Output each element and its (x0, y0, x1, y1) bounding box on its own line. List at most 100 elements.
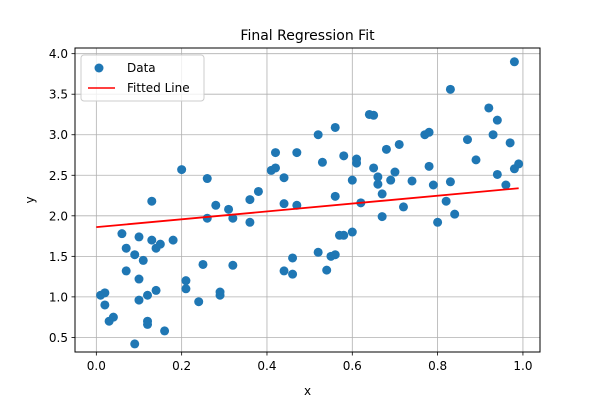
data-point (271, 163, 281, 173)
y-tick-label: 1.5 (49, 250, 68, 264)
fitted-line-layer (96, 187, 519, 229)
y-tick-label: 1.0 (49, 290, 68, 304)
data-point (330, 191, 340, 201)
data-point (369, 163, 379, 173)
data-point (100, 300, 110, 310)
data-point (224, 204, 234, 214)
x-tick-label: 0.0 (87, 359, 106, 373)
legend: Data Fitted Line (80, 54, 205, 102)
data-point (100, 288, 110, 298)
data-point (509, 57, 519, 67)
data-point (445, 177, 455, 187)
data-point (433, 217, 443, 227)
data-point (121, 243, 131, 253)
x-axis-ticks: 0.0 0.2 0.4 0.6 0.8 1.0 (87, 352, 532, 373)
data-point (143, 316, 153, 326)
y-tick-label: 2.5 (49, 169, 68, 183)
plot-frame (74, 47, 541, 353)
chart-title: Final Regression Fit (240, 28, 375, 44)
data-point (198, 259, 208, 269)
x-axis-label: x (304, 384, 311, 398)
x-tick-label: 0.8 (428, 359, 447, 373)
data-point (147, 235, 157, 245)
data-point (424, 161, 434, 171)
data-point (279, 173, 289, 183)
x-tick-label: 0.6 (343, 359, 362, 373)
data-point (121, 266, 131, 276)
data-point (181, 276, 191, 286)
data-point (245, 195, 255, 205)
data-point (228, 260, 238, 270)
data-point (471, 155, 481, 165)
data-point (271, 148, 281, 158)
data-point (505, 138, 515, 148)
data-point (373, 179, 383, 189)
data-point (292, 148, 302, 158)
data-point (322, 265, 332, 275)
data-point (288, 269, 298, 279)
data-point (373, 172, 383, 182)
data-point (377, 212, 387, 222)
data-point (134, 274, 144, 284)
data-point (514, 159, 524, 169)
data-point (202, 174, 212, 184)
y-axis-label: y (23, 196, 37, 203)
data-point (279, 199, 289, 209)
legend-line-label: Fitted Line (127, 81, 190, 95)
data-point (155, 239, 165, 249)
y-tick-label: 4.0 (49, 47, 68, 61)
data-point (134, 232, 144, 242)
data-point (492, 115, 502, 125)
data-point (211, 200, 221, 210)
data-point (292, 200, 302, 210)
data-point (347, 175, 357, 185)
fitted-line (96, 187, 519, 229)
data-point (202, 213, 212, 223)
legend-data-marker (94, 63, 104, 73)
y-tick-label: 0.5 (49, 331, 68, 345)
y-tick-label: 3.5 (49, 88, 68, 102)
data-point (330, 122, 340, 132)
data-point (339, 230, 349, 240)
x-tick-label: 0.4 (257, 359, 276, 373)
data-point (245, 217, 255, 227)
y-tick-label: 3.0 (49, 128, 68, 142)
data-point (398, 202, 408, 212)
y-axis-ticks: 0.5 1.0 1.5 2.0 2.5 3.0 3.5 4.0 (49, 47, 75, 345)
data-point (386, 175, 396, 185)
data-point (253, 186, 263, 196)
data-point (194, 297, 204, 307)
data-point (390, 167, 400, 177)
data-point (484, 103, 494, 113)
data-point (462, 135, 472, 145)
data-point (288, 253, 298, 263)
data-point (450, 209, 460, 219)
legend-data-label: Data (127, 61, 156, 75)
data-point (160, 326, 170, 336)
data-point (407, 176, 417, 186)
data-point (177, 165, 187, 175)
data-point (441, 196, 451, 206)
data-point (147, 196, 157, 206)
data-point (313, 130, 323, 140)
data-point (347, 227, 357, 237)
data-point (130, 250, 140, 260)
data-point (424, 127, 434, 137)
data-point (130, 339, 140, 349)
data-point (377, 189, 387, 199)
data-point (339, 151, 349, 161)
data-point (501, 180, 511, 190)
data-point (138, 255, 148, 265)
data-point (492, 169, 502, 179)
data-point (488, 130, 498, 140)
data-point (181, 284, 191, 294)
y-tick-label: 2.0 (49, 209, 68, 223)
data-point (313, 247, 323, 257)
data-point (134, 295, 144, 305)
data-point (143, 290, 153, 300)
data-point (445, 84, 455, 94)
data-point (108, 312, 118, 322)
data-point (279, 266, 289, 276)
data-point (117, 229, 127, 239)
